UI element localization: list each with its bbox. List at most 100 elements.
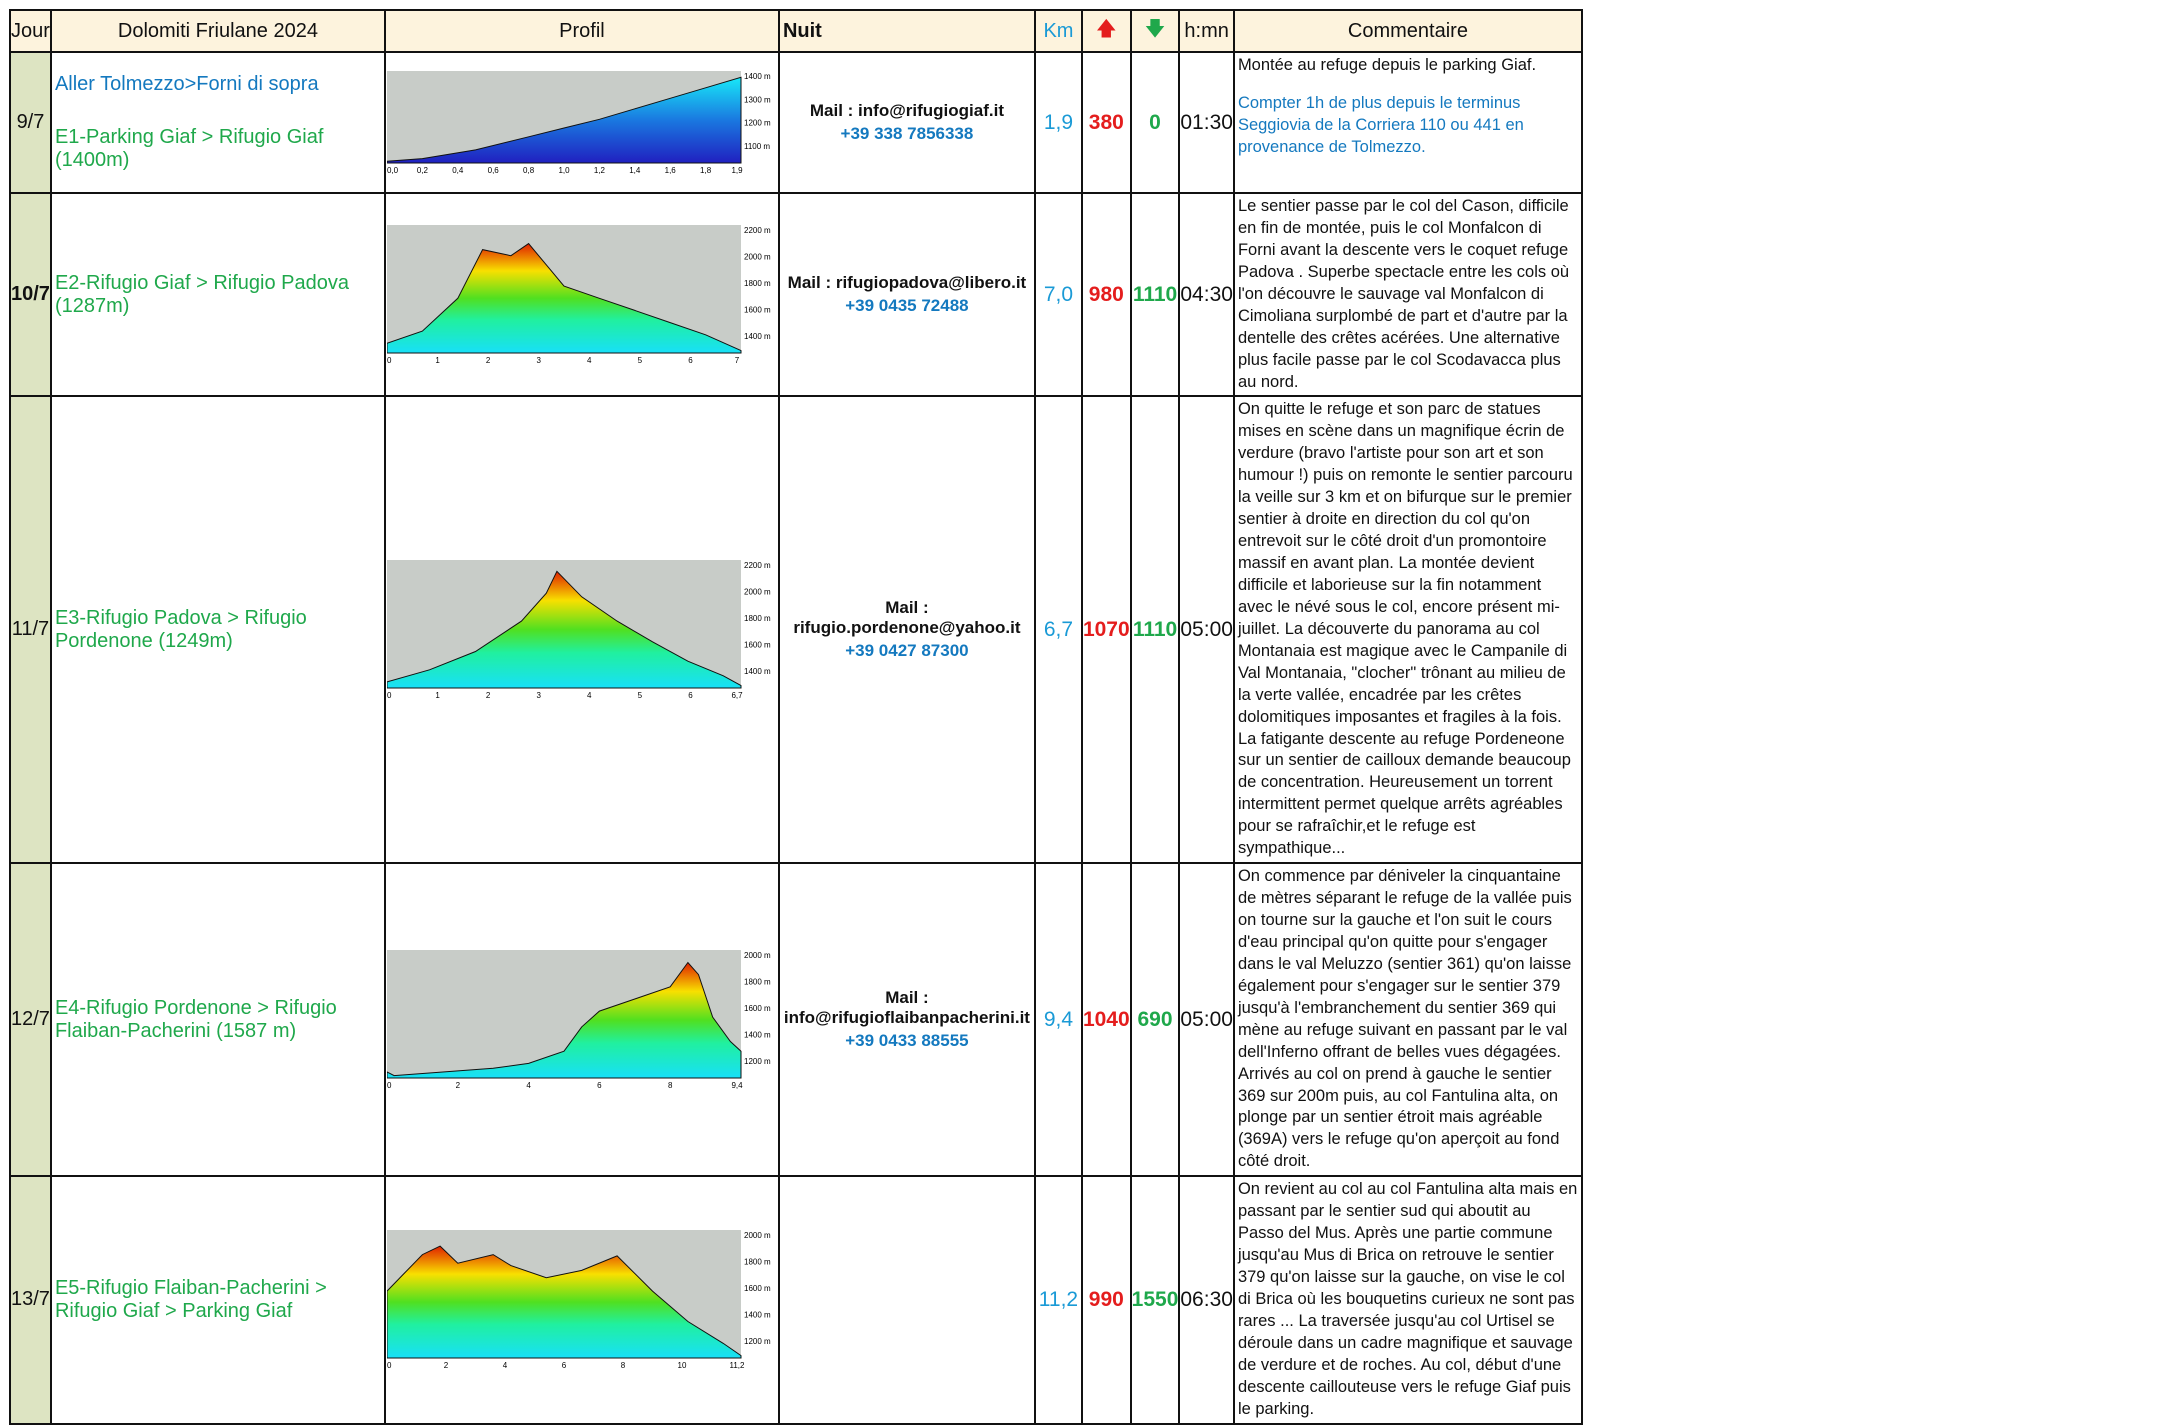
header-profil: Profil <box>383 9 780 53</box>
y-tick-label: 1800 m <box>744 614 771 623</box>
y-tick-label: 1600 m <box>744 640 771 649</box>
duration-value: 05:00 <box>1178 395 1235 865</box>
x-tick-label: 1,4 <box>629 166 641 175</box>
x-tick-label: 11,2 <box>729 1361 745 1370</box>
x-tick-label: 2 <box>486 356 491 365</box>
comment-text: On quitte le refuge et son parc de statu… <box>1237 400 1573 858</box>
stage-label: E2-Rifugio Giaf > Rifugio Padova (1287m) <box>54 271 349 317</box>
distance-km: 11,2 <box>1033 1175 1083 1425</box>
y-tick-label: 1800 m <box>744 1257 771 1266</box>
y-tick-label: 1600 m <box>744 1004 771 1013</box>
hut-email[interactable]: Mail : rifugiopadova@libero.it <box>787 273 1027 293</box>
x-tick-label: 1,2 <box>594 166 606 175</box>
elevation-profile: 0 1 2 3 4 5 6 7 2200 m 2000 m 1800 m 1600 m 1400 m <box>383 191 780 398</box>
x-tick-label: 2 <box>456 1081 461 1090</box>
ascent-value: 1040 <box>1080 862 1132 1178</box>
ascent-value: 980 <box>1080 191 1132 398</box>
stage-row: 13/7 E5-Rifugio Flaiban-Pacherini > Rifu… <box>9 1175 1583 1425</box>
stage-cell: Aller Tolmezzo>Forni di sopra E1-Parking… <box>49 51 386 194</box>
comment-cell: On quitte le refuge et son parc de statu… <box>1232 395 1583 865</box>
x-tick-label: 6 <box>597 1081 602 1090</box>
x-tick-label: 3 <box>536 691 541 700</box>
duration-value: 05:00 <box>1178 862 1235 1178</box>
comment-text: Montée au refuge depuis le parking Giaf. <box>1237 56 1537 74</box>
hut-contact: Mail : rifugiopadova@libero.it +39 0435 … <box>777 191 1036 398</box>
hut-contact: Mail : info@rifugioflaibanpacherini.it +… <box>777 862 1036 1178</box>
x-tick-label: 2 <box>486 691 491 700</box>
comment-note: Compter 1h de plus depuis le terminus Se… <box>1237 93 1524 156</box>
x-tick-label: 0,4 <box>452 166 464 175</box>
hut-phone[interactable]: +39 0427 87300 <box>845 641 969 661</box>
descent-value: 690 <box>1129 862 1181 1178</box>
y-tick-label: 1200 m <box>744 118 771 127</box>
hut-email[interactable]: Mail : info@rifugiogiaf.it <box>809 101 1004 120</box>
distance-km: 6,7 <box>1033 395 1083 865</box>
x-tick-label: 6,7 <box>731 691 743 700</box>
hut-contact: Mail : info@rifugiogiaf.it +39 338 78563… <box>777 51 1036 194</box>
x-tick-label: 8 <box>668 1081 673 1090</box>
x-tick-label: 0 <box>387 356 392 365</box>
hut-email[interactable]: Mail : rifugio.pordenone@yahoo.it <box>793 598 1021 638</box>
x-tick-label: 10 <box>677 1361 686 1370</box>
y-tick-label: 1400 m <box>744 1030 771 1039</box>
elevation-profile: 0 2 4 6 8 9,4 2000 m 1800 m 1600 m 1400 m 1200 m <box>383 862 780 1178</box>
y-tick-label: 1400 m <box>744 72 771 81</box>
ascent-arrow-icon: 🡅 <box>1080 9 1132 53</box>
duration-value: 04:30 <box>1178 191 1235 398</box>
y-tick-label: 2000 m <box>744 1231 771 1240</box>
stage-label: E4-Rifugio Pordenone > Rifugio Flaiban-P… <box>54 996 337 1042</box>
x-tick-label: 1,9 <box>731 166 743 175</box>
x-tick-label: 6 <box>688 356 693 365</box>
stage-row: 10/7 E2-Rifugio Giaf > Rifugio Padova (1… <box>9 191 1583 398</box>
comment-cell: On revient au col au col Fantulina alta … <box>1232 1175 1583 1425</box>
ascent-value: 1070 <box>1080 395 1132 865</box>
stage-row: 12/7 E4-Rifugio Pordenone > Rifugio Flai… <box>9 862 1583 1178</box>
hut-contact <box>777 1175 1036 1425</box>
elevation-profile: 0 2 4 6 8 10 11,2 2000 m 1800 m 1600 m 1400 m 1200 … <box>383 1175 780 1425</box>
x-tick-label: 0 <box>387 1081 392 1090</box>
y-tick-label: 2000 m <box>744 951 771 960</box>
descent-value: 1110 <box>1129 395 1181 865</box>
duration-value: 06:30 <box>1178 1175 1235 1425</box>
header-duration: h:mn <box>1178 9 1235 53</box>
elevation-area <box>386 76 742 163</box>
day-cell: 9/7 <box>9 51 52 194</box>
elevation-profile-chart: 0 1 2 3 4 5 6 7 2200 m 2000 m 1800 m 1600 m 1400 m <box>386 224 771 365</box>
y-tick-label: 1200 m <box>744 1057 771 1066</box>
x-tick-label: 7 <box>735 356 740 365</box>
comment-text: On revient au col au col Fantulina alta … <box>1237 1180 1578 1418</box>
day-cell: 13/7 <box>9 1175 52 1425</box>
y-tick-label: 1400 m <box>744 667 771 676</box>
stage-label: E3-Rifugio Padova > Rifugio Pordenone (1… <box>54 606 307 652</box>
x-tick-label: 4 <box>526 1081 531 1090</box>
stage-row: 9/7 Aller Tolmezzo>Forni di sopra E1-Par… <box>9 51 1583 194</box>
y-tick-label: 2000 m <box>744 252 771 261</box>
descent-arrow-icon: 🡇 <box>1129 9 1181 53</box>
x-tick-label: 4 <box>587 691 592 700</box>
elevation-area <box>386 961 742 1079</box>
y-tick-label: 1400 m <box>744 1310 771 1319</box>
comment-cell: Le sentier passe par le col del Cason, d… <box>1232 191 1583 398</box>
x-tick-label: 1,8 <box>700 166 712 175</box>
x-tick-label: 5 <box>638 356 643 365</box>
stage-row: 11/7 E3-Rifugio Padova > Rifugio Pordeno… <box>9 395 1583 865</box>
comment-cell: Montée au refuge depuis le parking Giaf.… <box>1232 51 1583 194</box>
distance-km: 9,4 <box>1033 862 1083 1178</box>
y-tick-label: 2000 m <box>744 587 771 596</box>
stage-cell: E3-Rifugio Padova > Rifugio Pordenone (1… <box>49 395 386 865</box>
comment-text: On commence par déniveler la cinquantain… <box>1237 867 1572 1171</box>
hut-phone[interactable]: +39 338 7856338 <box>840 124 974 143</box>
hut-phone[interactable]: +39 0435 72488 <box>845 296 969 316</box>
header-nuit: Nuit <box>777 9 1036 53</box>
y-tick-label: 2200 m <box>744 561 771 570</box>
x-tick-label: 1,0 <box>558 166 570 175</box>
x-tick-label: 0,6 <box>488 166 500 175</box>
comment-text: Le sentier passe par le col del Cason, d… <box>1237 197 1570 391</box>
elevation-profile-chart: 0 2 4 6 8 9,4 2000 m 1800 m 1600 m 1400 m 1200 m <box>386 949 771 1090</box>
hut-email[interactable]: Mail : info@rifugioflaibanpacherini.it <box>783 988 1030 1028</box>
hut-phone[interactable]: +39 0433 88555 <box>845 1031 969 1051</box>
x-tick-label: 0 <box>387 1361 392 1370</box>
day-cell: 10/7 <box>9 191 52 398</box>
x-tick-label: 8 <box>621 1361 626 1370</box>
x-tick-label: 6 <box>562 1361 567 1370</box>
